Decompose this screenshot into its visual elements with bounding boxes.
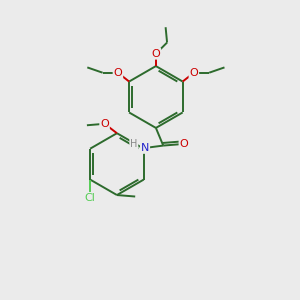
Text: N: N: [141, 143, 149, 153]
Text: O: O: [179, 139, 188, 149]
Text: O: O: [190, 68, 198, 78]
Text: O: O: [114, 68, 122, 78]
Text: O: O: [100, 119, 109, 129]
Text: O: O: [152, 49, 160, 59]
Text: H: H: [130, 140, 137, 149]
Text: Cl: Cl: [85, 193, 96, 203]
